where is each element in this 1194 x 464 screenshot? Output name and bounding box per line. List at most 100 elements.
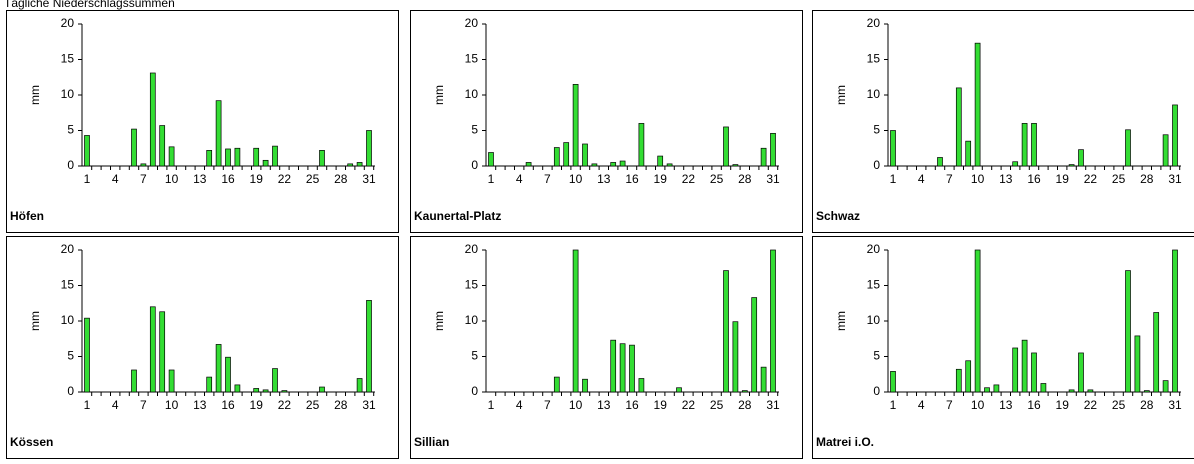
x-tick-label: 31 — [1168, 172, 1182, 186]
x-tick-label: 1 — [890, 172, 897, 186]
bar — [225, 356, 231, 393]
x-tick-label: 25 — [1112, 398, 1126, 412]
bar — [272, 145, 278, 167]
y-tick-label: 20 — [867, 16, 881, 30]
bar — [984, 387, 990, 393]
bar — [629, 344, 635, 393]
y-tick-label: 10 — [465, 313, 479, 327]
bar — [253, 147, 260, 167]
bar — [1021, 339, 1028, 393]
y-tick-label: 10 — [61, 87, 75, 101]
bar — [553, 376, 560, 393]
chart-panel: 0 5 10 15 20 mm Höfen 1 4 7 10 13 16 19 22 25 28 31 — [6, 10, 399, 233]
x-tick-label: 31 — [1168, 398, 1182, 412]
bar — [751, 297, 758, 393]
y-tick-label: 10 — [465, 87, 479, 101]
bar — [1031, 123, 1037, 167]
bar — [356, 162, 363, 167]
y-tick-label: 10 — [61, 313, 75, 327]
x-tick-label: 31 — [362, 172, 376, 186]
bar — [1078, 352, 1084, 393]
x-tick-label: 31 — [362, 398, 376, 412]
x-tick-label: 31 — [766, 398, 780, 412]
y-tick-label: 15 — [867, 278, 881, 292]
chart-panel: 0 5 10 15 20 mm Kaunertal-Platz 1 4 7 10 13 16 19 22 25… — [410, 10, 803, 233]
bar — [638, 378, 645, 393]
y-tick-label: 0 — [67, 384, 74, 398]
y-axis-label: mm — [834, 85, 848, 105]
bar — [168, 369, 175, 393]
bar — [723, 126, 729, 167]
bar — [676, 387, 682, 393]
x-tick-label: 22 — [278, 172, 292, 186]
bar — [1078, 149, 1084, 167]
x-tick-label: 19 — [1056, 172, 1070, 186]
y-tick-label: 10 — [867, 313, 881, 327]
chart-title: Schwaz — [816, 209, 860, 223]
bar — [206, 150, 213, 167]
bar — [1134, 335, 1141, 393]
y-tick-label: 20 — [867, 242, 881, 256]
x-tick-label: 19 — [250, 398, 264, 412]
x-tick-label: 1 — [84, 172, 91, 186]
y-tick-label: 20 — [465, 16, 479, 30]
y-tick-label: 10 — [867, 87, 881, 101]
x-tick-label: 28 — [1140, 398, 1154, 412]
x-tick-label: 10 — [569, 398, 583, 412]
y-tick-label: 20 — [61, 16, 75, 30]
bar — [955, 368, 962, 393]
bar — [234, 147, 241, 167]
x-tick-label: 19 — [654, 398, 668, 412]
bar — [319, 150, 325, 167]
bar — [262, 159, 269, 167]
bar — [732, 321, 739, 393]
x-tick-label: 7 — [140, 172, 147, 186]
x-tick-label: 16 — [221, 398, 235, 412]
bar — [760, 366, 767, 393]
x-tick-label: 25 — [306, 398, 320, 412]
panel-frame — [410, 10, 803, 233]
chart-title: Matrei i.O. — [816, 435, 874, 449]
bar — [937, 157, 943, 167]
bar — [993, 384, 1000, 393]
x-tick-label: 13 — [193, 398, 207, 412]
bar — [215, 344, 222, 393]
y-tick-label: 5 — [471, 349, 478, 363]
x-tick-label: 22 — [278, 398, 292, 412]
bar — [356, 378, 363, 393]
x-tick-label: 1 — [890, 398, 897, 412]
y-tick-label: 5 — [471, 123, 478, 137]
bar — [572, 249, 579, 393]
bar — [1172, 249, 1178, 393]
x-tick-label: 16 — [1027, 172, 1041, 186]
bar — [760, 147, 767, 167]
bar — [234, 384, 241, 393]
bar — [890, 130, 896, 167]
y-axis-label: mm — [28, 85, 42, 105]
x-tick-label: 4 — [918, 172, 925, 186]
x-tick-label: 25 — [710, 172, 724, 186]
panel-frame — [6, 10, 399, 233]
x-tick-label: 13 — [597, 172, 611, 186]
y-tick-label: 15 — [61, 52, 75, 66]
x-tick-label: 10 — [165, 172, 179, 186]
x-tick-label: 4 — [112, 398, 119, 412]
x-tick-label: 13 — [193, 172, 207, 186]
bar — [572, 83, 579, 167]
y-axis-label: mm — [834, 311, 848, 331]
x-tick-label: 16 — [625, 172, 639, 186]
bar — [1031, 352, 1037, 393]
bar — [610, 339, 617, 393]
y-tick-label: 5 — [67, 123, 74, 137]
bar — [1125, 270, 1131, 393]
bar — [723, 270, 729, 393]
bar — [610, 162, 617, 167]
x-tick-label: 7 — [140, 398, 147, 412]
bar — [262, 389, 269, 393]
bar — [159, 125, 166, 167]
panel-frame — [410, 236, 803, 459]
bar — [582, 378, 588, 393]
chart-panel: 0 5 10 15 20 mm Schwaz 1 4 7 10 13 16 19 22 25 28 31 — [812, 10, 1194, 233]
bar — [955, 87, 962, 167]
